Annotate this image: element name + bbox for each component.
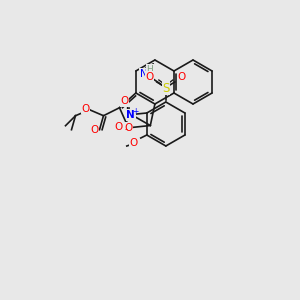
Text: N: N [126,110,135,120]
Text: O: O [124,123,133,133]
Text: O: O [90,125,99,135]
Text: S: S [162,82,169,94]
Text: H: H [146,64,153,74]
Text: O: O [146,72,154,82]
Text: O: O [115,122,123,132]
Text: +: + [133,106,139,116]
Text: O: O [130,138,138,148]
Text: N: N [140,69,148,79]
Text: O: O [81,104,90,114]
Text: O: O [178,72,186,82]
Text: -: - [124,125,127,134]
Text: O: O [121,96,129,106]
